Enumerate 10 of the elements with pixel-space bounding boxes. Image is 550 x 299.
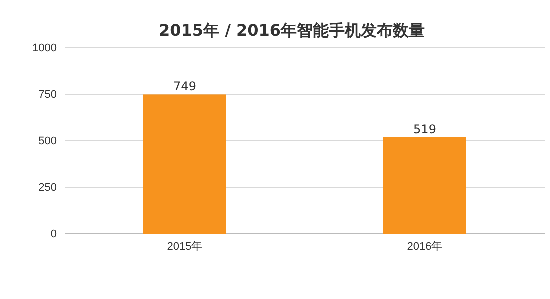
data-label: 519 — [414, 122, 436, 136]
x-tick-label: 2016年 — [407, 240, 443, 253]
y-tick-label: 250 — [38, 182, 57, 194]
data-label: 749 — [174, 80, 196, 94]
y-tick-label: 1000 — [32, 42, 57, 55]
y-tick-label: 500 — [38, 136, 57, 148]
chart-title: 2015年 / 2016年智能手机发布数量 — [158, 21, 426, 40]
y-tick-label: 750 — [38, 89, 57, 102]
x-tick-label: 2015年 — [167, 240, 203, 253]
y-tick-label: 0 — [50, 228, 57, 241]
